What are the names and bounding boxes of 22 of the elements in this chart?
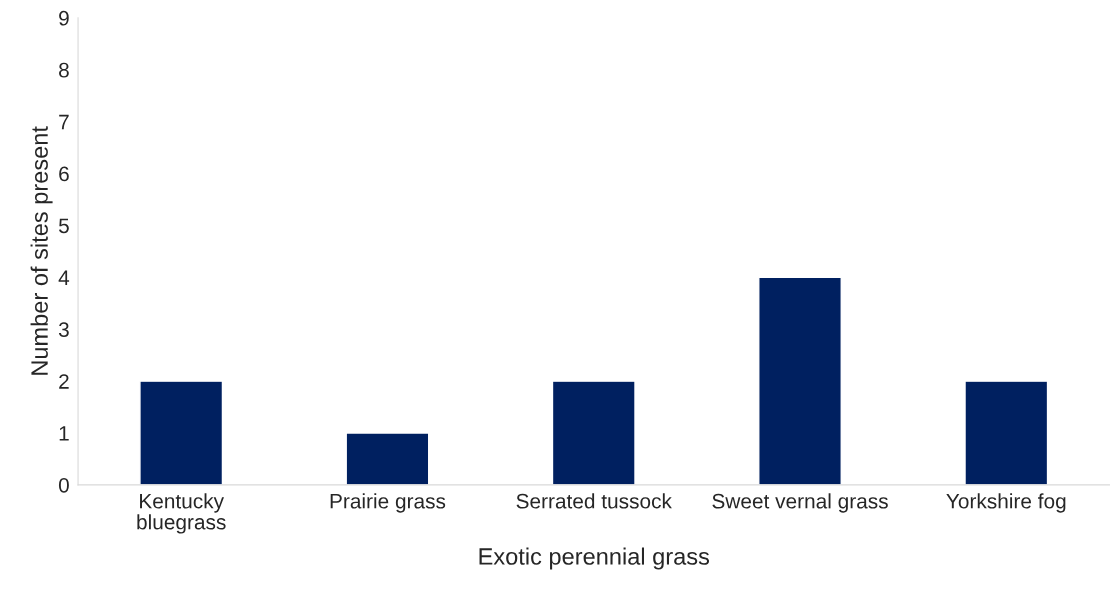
y-tick-label: 0 [58,477,69,493]
x-axis-title: Exotic perennial grass [479,547,710,570]
y-tick-label: 8 [59,62,69,78]
y-tick-label: 2 [59,374,69,389]
bar [139,380,224,485]
bar [758,276,842,485]
y-axis-title: Number of sites present [30,126,53,375]
x-tick-label: Kentucky bluegrass [137,493,226,534]
y-tick-label: 9 [59,10,69,26]
bar [964,380,1049,485]
x-tick-label: Sweet vernal grass [712,493,888,513]
y-tick-label: 7 [59,114,69,130]
x-tick-label: Prairie grass [330,493,446,513]
x-tick-label: Serrated tussock [516,493,672,509]
bar [345,432,430,485]
x-tick-label: Yorkshire fog [946,493,1066,513]
bar [551,380,636,485]
y-tick-label: 5 [58,218,69,234]
y-tick-label: 6 [59,166,69,182]
y-tick-label: 4 [58,270,70,285]
y-tick-label: 3 [58,322,69,337]
y-tick-label: 1 [59,426,69,441]
